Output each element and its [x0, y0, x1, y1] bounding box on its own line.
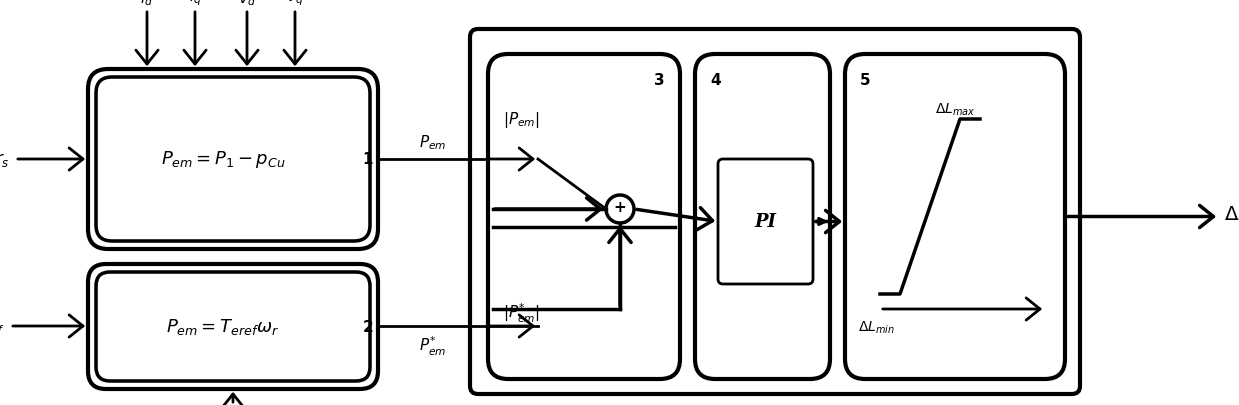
- Text: $v_q$: $v_q$: [286, 0, 304, 8]
- Text: 3: 3: [654, 73, 665, 88]
- FancyBboxPatch shape: [470, 30, 1080, 394]
- Text: $P_{em} = P_1 - p_{Cu}$: $P_{em} = P_1 - p_{Cu}$: [161, 149, 285, 170]
- Text: $P_{em} = T_{eref}\omega_r$: $P_{em} = T_{eref}\omega_r$: [166, 317, 280, 337]
- FancyBboxPatch shape: [88, 264, 378, 389]
- Text: $\Delta L_{max}$: $\Delta L_{max}$: [935, 102, 975, 118]
- Text: $\Delta\hat{L}$: $\Delta\hat{L}$: [1224, 200, 1239, 224]
- Text: +: +: [613, 200, 627, 215]
- Text: 1: 1: [363, 152, 373, 167]
- FancyBboxPatch shape: [488, 55, 680, 379]
- Text: 4: 4: [710, 73, 721, 88]
- Text: −: −: [613, 213, 627, 230]
- Text: $T_{eref}$: $T_{eref}$: [0, 317, 5, 335]
- Text: $i_q$: $i_q$: [188, 0, 201, 8]
- FancyBboxPatch shape: [95, 78, 370, 241]
- Text: $P_{em}^{*}$: $P_{em}^{*}$: [419, 334, 447, 357]
- Text: 5: 5: [860, 73, 871, 88]
- FancyBboxPatch shape: [95, 272, 370, 381]
- Text: $v_d$: $v_d$: [238, 0, 256, 8]
- Text: $r_s$: $r_s$: [0, 151, 10, 168]
- Text: $|P_{em}^{*}|$: $|P_{em}^{*}|$: [503, 301, 540, 324]
- Text: $i_d$: $i_d$: [140, 0, 154, 8]
- Text: $\Delta L_{min}$: $\Delta L_{min}$: [857, 319, 895, 336]
- Text: PI: PI: [755, 213, 777, 231]
- Text: $|P_{em}|$: $|P_{em}|$: [503, 110, 540, 130]
- Text: $P_{em}$: $P_{em}$: [419, 133, 447, 151]
- FancyBboxPatch shape: [88, 70, 378, 249]
- FancyBboxPatch shape: [717, 160, 813, 284]
- FancyBboxPatch shape: [845, 55, 1066, 379]
- Text: 2: 2: [362, 319, 373, 334]
- FancyBboxPatch shape: [695, 55, 830, 379]
